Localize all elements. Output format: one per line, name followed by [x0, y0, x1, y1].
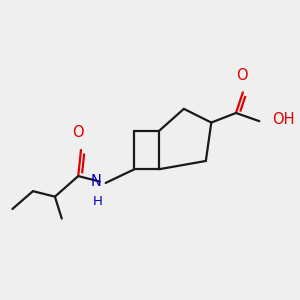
- Text: N: N: [91, 174, 102, 189]
- Text: OH: OH: [272, 112, 294, 127]
- Text: O: O: [236, 68, 247, 83]
- Text: O: O: [72, 125, 84, 140]
- Text: H: H: [93, 195, 103, 208]
